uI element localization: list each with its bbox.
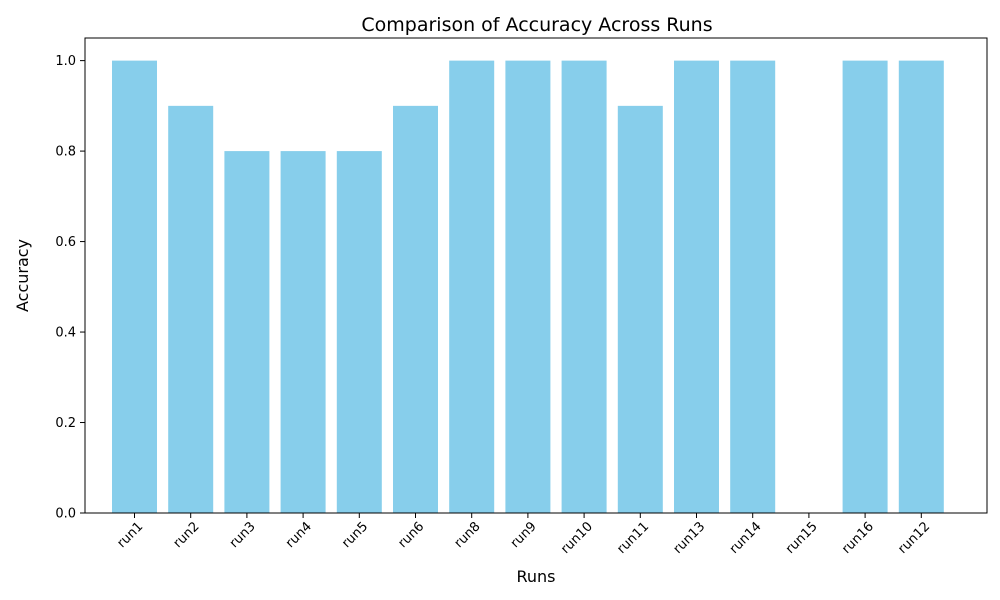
bar-run14 <box>730 60 776 513</box>
y-tick-label: 0.4 <box>55 326 76 341</box>
bar-run12 <box>898 60 944 513</box>
y-axis: 0.0 0.2 0.4 0.6 0.8 1.0 <box>55 54 85 522</box>
bar-run10 <box>561 60 607 513</box>
bar-run6 <box>393 105 438 513</box>
x-tick-label: run14 <box>727 519 765 557</box>
x-tick-label: run8 <box>452 519 484 551</box>
bar-run2 <box>168 105 214 513</box>
plot-frame <box>84 37 988 514</box>
x-axis-title: Runs <box>516 567 555 586</box>
bar-run5 <box>336 151 382 513</box>
y-tick-label: 0.6 <box>55 235 76 250</box>
y-axis-title: Accuracy <box>13 239 32 312</box>
y-tick-label: 0.8 <box>55 145 76 160</box>
x-axis: run1 run2 run3 run4 run5 run6 run8 run9 run10 run… <box>114 513 933 557</box>
x-tick-label: run1 <box>114 519 146 551</box>
bar-run4 <box>280 151 326 513</box>
chart-title: Comparison of Accuracy Across Runs <box>361 14 712 36</box>
x-tick-label: run3 <box>227 519 259 551</box>
bar-run13 <box>674 60 719 513</box>
bar-run9 <box>505 60 551 513</box>
x-tick-label: run5 <box>339 519 371 551</box>
x-tick-label: run2 <box>171 519 203 551</box>
bar-run3 <box>224 151 270 513</box>
bar-run16 <box>842 60 888 513</box>
x-tick-label: run10 <box>558 519 596 557</box>
x-tick-label: run16 <box>839 519 877 557</box>
x-tick-label: run13 <box>671 519 709 557</box>
x-tick-label: run15 <box>783 519 821 557</box>
bar-run8 <box>449 60 495 513</box>
bar-run11 <box>617 105 663 513</box>
bars-group <box>112 60 944 513</box>
y-tick-label: 1.0 <box>55 54 76 69</box>
y-tick-label: 0.2 <box>55 416 76 431</box>
bar-run1 <box>112 60 157 513</box>
x-tick-label: run11 <box>614 519 652 557</box>
x-tick-label: run4 <box>283 519 315 551</box>
x-tick-label: run6 <box>395 519 427 551</box>
y-tick-label: 0.0 <box>55 507 76 522</box>
x-tick-label: run12 <box>895 519 933 557</box>
x-tick-label: run9 <box>508 519 540 551</box>
